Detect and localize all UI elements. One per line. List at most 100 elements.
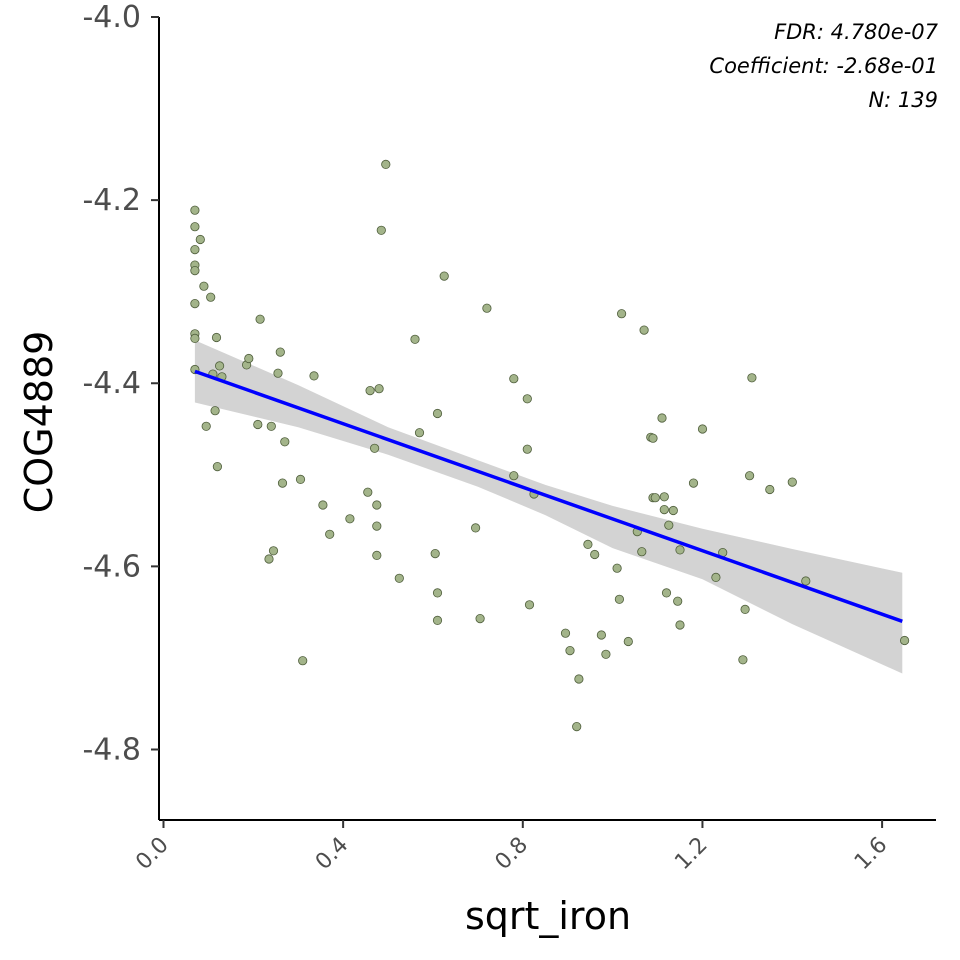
confidence-band (194, 340, 903, 674)
stats-line: Coefficient: -2.68e-01 (709, 54, 938, 78)
fit-line (194, 369, 903, 623)
data-point (648, 433, 658, 443)
data-point (190, 333, 200, 343)
data-point (325, 529, 335, 539)
data-point (439, 271, 449, 281)
data-point (190, 205, 200, 215)
stats-line: N: 139 (868, 88, 938, 112)
data-point (664, 520, 674, 530)
data-point (482, 303, 492, 313)
y-tick-label: -4.6 (82, 549, 141, 584)
data-point (675, 620, 685, 630)
data-point (574, 674, 584, 684)
data-point (372, 521, 382, 531)
data-point (345, 514, 355, 524)
data-point (583, 539, 593, 550)
data-point (470, 523, 481, 533)
data-point (650, 493, 660, 503)
data-point (376, 225, 386, 235)
data-point (657, 413, 667, 423)
x-axis-title: sqrt_iron (465, 894, 631, 938)
data-point (787, 477, 797, 487)
data-point (675, 545, 685, 555)
data-point (738, 655, 748, 665)
data-point (201, 421, 211, 431)
data-point (659, 504, 669, 515)
data-point (565, 645, 575, 656)
data-point (372, 550, 382, 561)
data-point (298, 656, 308, 666)
data-point (253, 419, 263, 430)
data-point (612, 563, 622, 573)
data-point (668, 505, 678, 516)
data-point (372, 500, 382, 510)
data-point (255, 314, 265, 324)
data-point (211, 332, 222, 343)
data-point (369, 443, 380, 453)
data-point (614, 594, 625, 604)
data-point (475, 613, 485, 624)
data-point (244, 353, 254, 364)
data-point (363, 487, 373, 497)
data-point (280, 437, 290, 447)
data-point (190, 298, 200, 309)
data-point (744, 471, 755, 481)
data-point (414, 428, 425, 438)
stats-line: FDR: 4.780e-07 (774, 20, 939, 44)
data-point (195, 234, 205, 245)
data-point (711, 572, 721, 583)
data-point (673, 596, 683, 606)
data-point (264, 554, 274, 564)
data-point (268, 546, 279, 556)
data-point (394, 573, 404, 583)
y-tick-label: -4.0 (82, 0, 141, 35)
data-point (206, 292, 216, 302)
data-point (432, 408, 443, 419)
data-point (215, 361, 225, 371)
data-point (509, 374, 519, 384)
data-point (661, 588, 672, 598)
y-tick-label: -4.2 (82, 183, 141, 218)
stats-annotation: FDR: 4.780e-07 Coefficient: -2.68e-01 N: 1… (709, 20, 938, 112)
y-axis-title: COG4889 (17, 331, 61, 514)
data-point (522, 444, 532, 454)
data-point (623, 636, 633, 647)
data-point (432, 615, 443, 626)
data-point (524, 600, 535, 610)
data-point (522, 394, 532, 404)
data-point (697, 424, 708, 434)
data-point (601, 649, 611, 659)
data-point (190, 265, 200, 276)
data-point (374, 384, 384, 394)
data-point (410, 334, 420, 344)
data-point (190, 245, 200, 255)
data-point (747, 373, 757, 383)
y-tick-label: -4.8 (82, 732, 141, 767)
data-point (637, 547, 647, 557)
data-point (560, 628, 571, 638)
data-point (509, 471, 519, 481)
data-point (210, 406, 220, 416)
data-point (688, 478, 699, 488)
data-point (266, 421, 276, 431)
data-point (309, 371, 319, 381)
data-point (199, 281, 209, 291)
data-point (190, 222, 200, 232)
data-point (212, 461, 222, 472)
data-point (365, 385, 375, 396)
data-point (899, 635, 910, 646)
y-tick-label: -4.4 (82, 366, 141, 401)
data-point (740, 604, 750, 615)
data-point (432, 588, 443, 598)
data-point (430, 548, 440, 559)
data-point (659, 492, 669, 502)
data-point (639, 325, 649, 335)
data-point (273, 368, 283, 378)
data-point (616, 309, 627, 319)
data-point (275, 347, 285, 357)
data-point (295, 474, 306, 484)
data-point (277, 478, 288, 488)
data-point (381, 159, 391, 169)
